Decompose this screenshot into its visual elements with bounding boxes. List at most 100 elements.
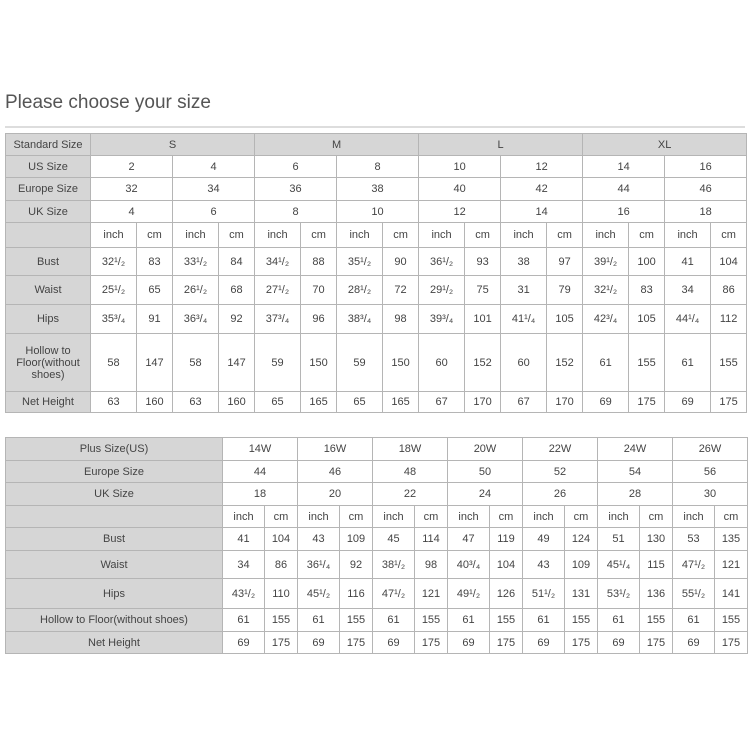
unit-cm: cm: [564, 505, 598, 528]
net-height-cell: 63: [90, 391, 137, 413]
unit-inch: inch: [172, 222, 219, 248]
standard-sizes-cell: S: [89, 133, 256, 156]
net-height-cell: 160: [136, 391, 173, 413]
bust-cell: 93: [464, 247, 502, 276]
net-height-cell: 175: [628, 391, 666, 413]
bust-cell: 38: [500, 247, 548, 276]
waist-cell: 34: [664, 275, 712, 305]
table-row: Standard Size S M L XL: [5, 133, 748, 156]
bust-cell: 83: [136, 247, 173, 276]
hips-cell: 101: [464, 304, 502, 334]
waist-cell: 34: [222, 550, 265, 579]
uk-sizes-cell: 24: [447, 482, 523, 506]
table-row: Net Height 69 175 69 175 69 175 69 175 69 175 69 175…: [5, 631, 748, 654]
waist-cell: 45¹/₄: [597, 550, 640, 579]
table-row: Europe Size 44 46 48 50 52 54 56: [5, 460, 748, 483]
net-height-cell: 69: [664, 391, 712, 413]
divider: [5, 126, 745, 128]
hollow-to-floor-cell: 155: [639, 608, 673, 632]
hips-cell: 116: [339, 578, 373, 609]
uk-sizes-cell: 14: [500, 200, 584, 223]
waist-cell: 72: [382, 275, 420, 305]
unit-inch: inch: [418, 222, 466, 248]
hollow-to-floor-cell: 58: [172, 333, 219, 392]
bust-cell: 45: [372, 527, 415, 551]
unit-cm: cm: [710, 222, 748, 248]
hollow-to-floor-cell: 150: [382, 333, 420, 392]
uk-sizes-cell: 4: [90, 200, 173, 223]
row-label: Waist: [5, 550, 223, 579]
row-label: Bust: [5, 527, 223, 551]
hips-cell: 35³/₄: [90, 304, 137, 334]
unit-inch: inch: [297, 505, 340, 528]
hollow-to-floor-cell: 155: [264, 608, 298, 632]
table-row: Hollow to Floor(without shoes) 58 147 58 147…: [5, 333, 748, 392]
waist-cell: 92: [339, 550, 373, 579]
waist-cell: 25¹/₂: [90, 275, 137, 305]
hips-cell: 92: [217, 304, 256, 334]
europe-sizes-cell: 44: [222, 460, 298, 483]
hollow-to-floor-cell: 61: [372, 608, 415, 632]
hollow-to-floor-cell: 155: [714, 608, 748, 632]
bust-cell: 53: [672, 527, 715, 551]
page-title: Please choose your size: [5, 92, 211, 113]
waist-cell: 43: [522, 550, 565, 579]
europe-sizes-cell: 38: [336, 177, 420, 201]
table-row: Plus Size(US) 14W 16W 18W 20W 22W 24W 26W: [5, 437, 748, 461]
hips-cell: 49¹/₂: [447, 578, 490, 609]
europe-sizes-cell: 44: [582, 177, 666, 201]
row-label: UK Size: [5, 200, 91, 223]
uk-sizes-cell: 8: [254, 200, 338, 223]
row-label: Hips: [5, 304, 91, 334]
waist-cell: 38¹/₂: [372, 550, 415, 579]
unit-inch: inch: [447, 505, 490, 528]
row-label: [5, 222, 91, 248]
table-row: Net Height 63 160 63 160 65 165 65 165 67 170 67 170…: [5, 391, 748, 413]
net-height-cell: 69: [582, 391, 630, 413]
europe-sizes-cell: 48: [372, 460, 448, 483]
unit-inch: inch: [500, 222, 548, 248]
plus-sizes-cell: 26W: [672, 437, 748, 461]
bust-cell: 32¹/₂: [90, 247, 137, 276]
table-row: inch cm inch cm inch cm inch cm inch cm inch cm inch…: [5, 505, 748, 528]
waist-cell: 68: [217, 275, 256, 305]
hollow-to-floor-cell: 155: [414, 608, 448, 632]
bust-cell: 104: [264, 527, 298, 551]
uk-sizes-cell: 30: [672, 482, 748, 506]
hollow-to-floor-cell: 152: [464, 333, 502, 392]
unit-inch: inch: [222, 505, 265, 528]
row-label: Hips: [5, 578, 223, 609]
bust-cell: 47: [447, 527, 490, 551]
unit-cm: cm: [489, 505, 523, 528]
table-row: Bust 32¹/₂ 83 33¹/₂ 84 34¹/₂ 88 35¹/₂ 90 36¹/₂ 93 3…: [5, 247, 748, 276]
bust-cell: 90: [382, 247, 420, 276]
unit-cm: cm: [217, 222, 256, 248]
net-height-cell: 165: [300, 391, 338, 413]
hips-cell: 131: [564, 578, 598, 609]
waist-cell: 70: [300, 275, 338, 305]
plus-sizes-cell: 22W: [522, 437, 598, 461]
unit-cm: cm: [464, 222, 502, 248]
waist-cell: 98: [414, 550, 448, 579]
table-row: inch cm inch cm inch cm inch cm inch cm inch cm inch…: [5, 222, 748, 248]
waist-cell: 40³/₄: [447, 550, 490, 579]
waist-cell: 104: [489, 550, 523, 579]
hips-cell: 112: [710, 304, 748, 334]
europe-sizes-cell: 52: [522, 460, 598, 483]
europe-sizes-cell: 34: [171, 177, 256, 201]
plus-sizes-cell: 14W: [222, 437, 298, 461]
table-row: Hips 43¹/₂ 110 45¹/₂ 116 47¹/₂ 121 49¹/₂ 126 51¹/…: [5, 578, 748, 609]
net-height-cell: 69: [672, 631, 715, 654]
us-sizes-cell: 10: [418, 155, 502, 178]
plus-sizes-cell: 18W: [372, 437, 448, 461]
table-row: Waist 25¹/₂ 65 26¹/₂ 68 27¹/₂ 70 28¹/₂ 72 29¹/₂ 75…: [5, 275, 748, 305]
net-height-cell: 65: [254, 391, 302, 413]
row-label: Waist: [5, 275, 91, 305]
bust-cell: 41: [664, 247, 712, 276]
hollow-to-floor-cell: 61: [297, 608, 340, 632]
hips-cell: 53¹/₂: [597, 578, 640, 609]
us-sizes-cell: 4: [171, 155, 256, 178]
row-label: Hollow to Floor(without shoes): [5, 333, 91, 392]
us-sizes-cell: 12: [500, 155, 584, 178]
bust-cell: 34¹/₂: [254, 247, 302, 276]
